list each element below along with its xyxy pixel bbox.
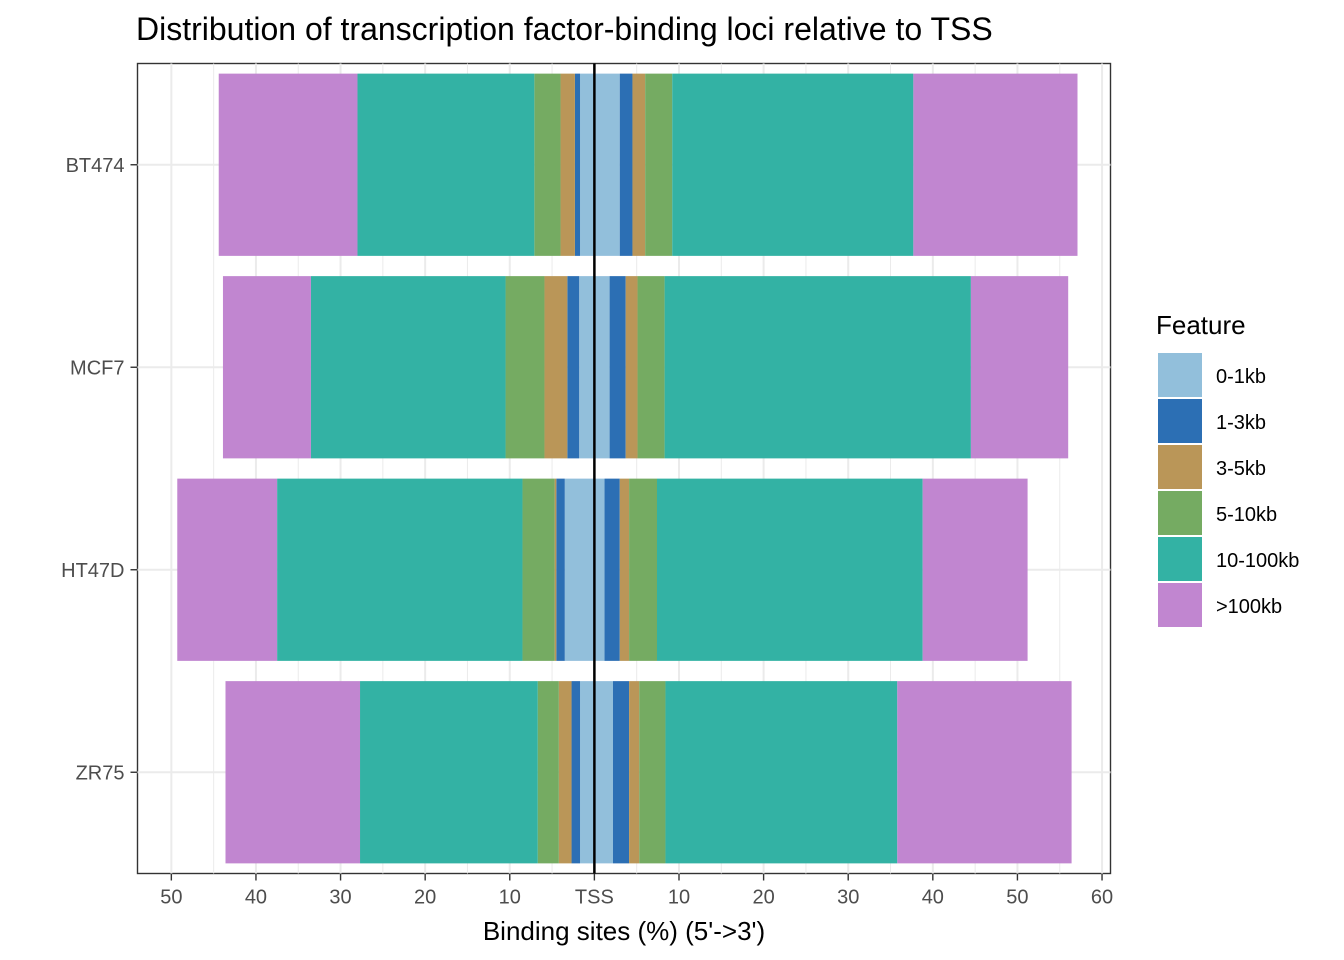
x-tick-label: TSS [575, 887, 614, 909]
bar-ZR75-upstream->100kb [225, 681, 361, 864]
y-tick-label: BT474 [66, 155, 125, 177]
y-tick-label: ZR75 [76, 762, 125, 784]
legend-swatch->100kb [1158, 583, 1202, 627]
bar-HT47D-upstream-10-100kb [277, 478, 523, 661]
bar-BT474-upstream-3-5kb [560, 73, 575, 256]
bar-ZR75-upstream-1-3kb [571, 681, 581, 864]
bar-MCF7-upstream-3-5kb [544, 276, 568, 459]
legend-label: >100kb [1216, 596, 1282, 618]
bar-HT47D-downstream->100kb [922, 478, 1028, 661]
bar-BT474-upstream->100kb [218, 73, 358, 256]
bar-MCF7-upstream-10-100kb [310, 276, 506, 459]
x-tick-label: 40 [922, 887, 944, 909]
bar-BT474-downstream->100kb [913, 73, 1078, 256]
bar-BT474-downstream-1-3kb [619, 73, 633, 256]
bar-BT474-downstream-0-1kb [594, 73, 620, 256]
legend-swatch-0-1kb [1158, 353, 1202, 397]
bar-HT47D-upstream-1-3kb [556, 478, 565, 661]
y-tick-label: MCF7 [70, 357, 124, 379]
bar-HT47D-upstream->100kb [177, 478, 278, 661]
bar-MCF7-downstream-0-1kb [594, 276, 610, 459]
bar-MCF7-upstream-1-3kb [567, 276, 580, 459]
chart-title: Distribution of transcription factor-bin… [136, 11, 993, 47]
bar-HT47D-downstream-0-1kb [594, 478, 605, 661]
y-tick-label: HT47D [61, 560, 124, 582]
bar-BT474-downstream-10-100kb [672, 73, 914, 256]
bar-HT47D-upstream-5-10kb [522, 478, 555, 661]
bar-HT47D-upstream-0-1kb [564, 478, 595, 661]
bar-ZR75-downstream-5-10kb [639, 681, 666, 864]
bar-BT474-upstream-5-10kb [534, 73, 561, 256]
bar-BT474-upstream-1-3kb [574, 73, 581, 256]
legend-swatch-5-10kb [1158, 491, 1202, 535]
legend-label: 0-1kb [1216, 366, 1266, 388]
bar-MCF7-upstream-5-10kb [505, 276, 545, 459]
bar-ZR75-upstream-10-100kb [360, 681, 538, 864]
bar-HT47D-downstream-5-10kb [629, 478, 657, 661]
x-tick-label: 10 [668, 887, 690, 909]
bar-ZR75-upstream-3-5kb [558, 681, 572, 864]
x-tick-label: 50 [1006, 887, 1028, 909]
bar-MCF7-downstream-3-5kb [625, 276, 638, 459]
x-tick-label: 50 [160, 887, 182, 909]
bar-HT47D-downstream-3-5kb [619, 478, 630, 661]
x-tick-label: 60 [1091, 887, 1113, 909]
bar-BT474-upstream-0-1kb [580, 73, 595, 256]
x-tick-label: 30 [329, 887, 351, 909]
bar-ZR75-downstream-0-1kb [594, 681, 614, 864]
bar-HT47D-upstream-3-5kb [554, 478, 557, 661]
bar-HT47D-downstream-10-100kb [656, 478, 923, 661]
bar-MCF7-upstream-0-1kb [579, 276, 595, 459]
bar-MCF7-upstream->100kb [222, 276, 311, 459]
bar-BT474-downstream-3-5kb [632, 73, 646, 256]
legend-swatch-3-5kb [1158, 445, 1202, 489]
x-tick-label: 20 [752, 887, 774, 909]
bar-MCF7-downstream-10-100kb [664, 276, 971, 459]
x-tick-label: 10 [499, 887, 521, 909]
bar-HT47D-downstream-1-3kb [604, 478, 620, 661]
bar-MCF7-downstream-1-3kb [609, 276, 626, 459]
legend: Feature 0-1kb 1-3kb 3-5kb 5-10kb 10-100kb >10… [1156, 310, 1299, 627]
bar-ZR75-upstream-5-10kb [537, 681, 559, 864]
legend-label: 3-5kb [1216, 458, 1266, 480]
x-axis-title: Binding sites (%) (5'->3') [483, 916, 765, 946]
legend-swatch-1-3kb [1158, 399, 1202, 443]
bar-ZR75-downstream->100kb [897, 681, 1072, 864]
bar-MCF7-downstream->100kb [970, 276, 1069, 459]
legend-label: 1-3kb [1216, 412, 1266, 434]
bars [177, 73, 1078, 864]
bar-BT474-upstream-10-100kb [357, 73, 535, 256]
legend-label: 10-100kb [1216, 550, 1299, 572]
legend-swatch-10-100kb [1158, 537, 1202, 581]
legend-label: 5-10kb [1216, 504, 1277, 526]
x-tick-label: 40 [245, 887, 267, 909]
bar-ZR75-upstream-0-1kb [580, 681, 595, 864]
x-tick-label: 20 [414, 887, 436, 909]
bar-ZR75-downstream-10-100kb [665, 681, 898, 864]
bar-BT474-downstream-5-10kb [645, 73, 673, 256]
legend-title: Feature [1156, 310, 1246, 340]
bar-ZR75-downstream-3-5kb [629, 681, 640, 864]
bar-ZR75-downstream-1-3kb [613, 681, 630, 864]
axes: 50 40 30 20 10 TSS 10 20 30 40 50 60 BT474 MCF7 HT47D Z… [61, 155, 1113, 909]
x-tick-label: 30 [837, 887, 859, 909]
bar-MCF7-downstream-5-10kb [637, 276, 665, 459]
